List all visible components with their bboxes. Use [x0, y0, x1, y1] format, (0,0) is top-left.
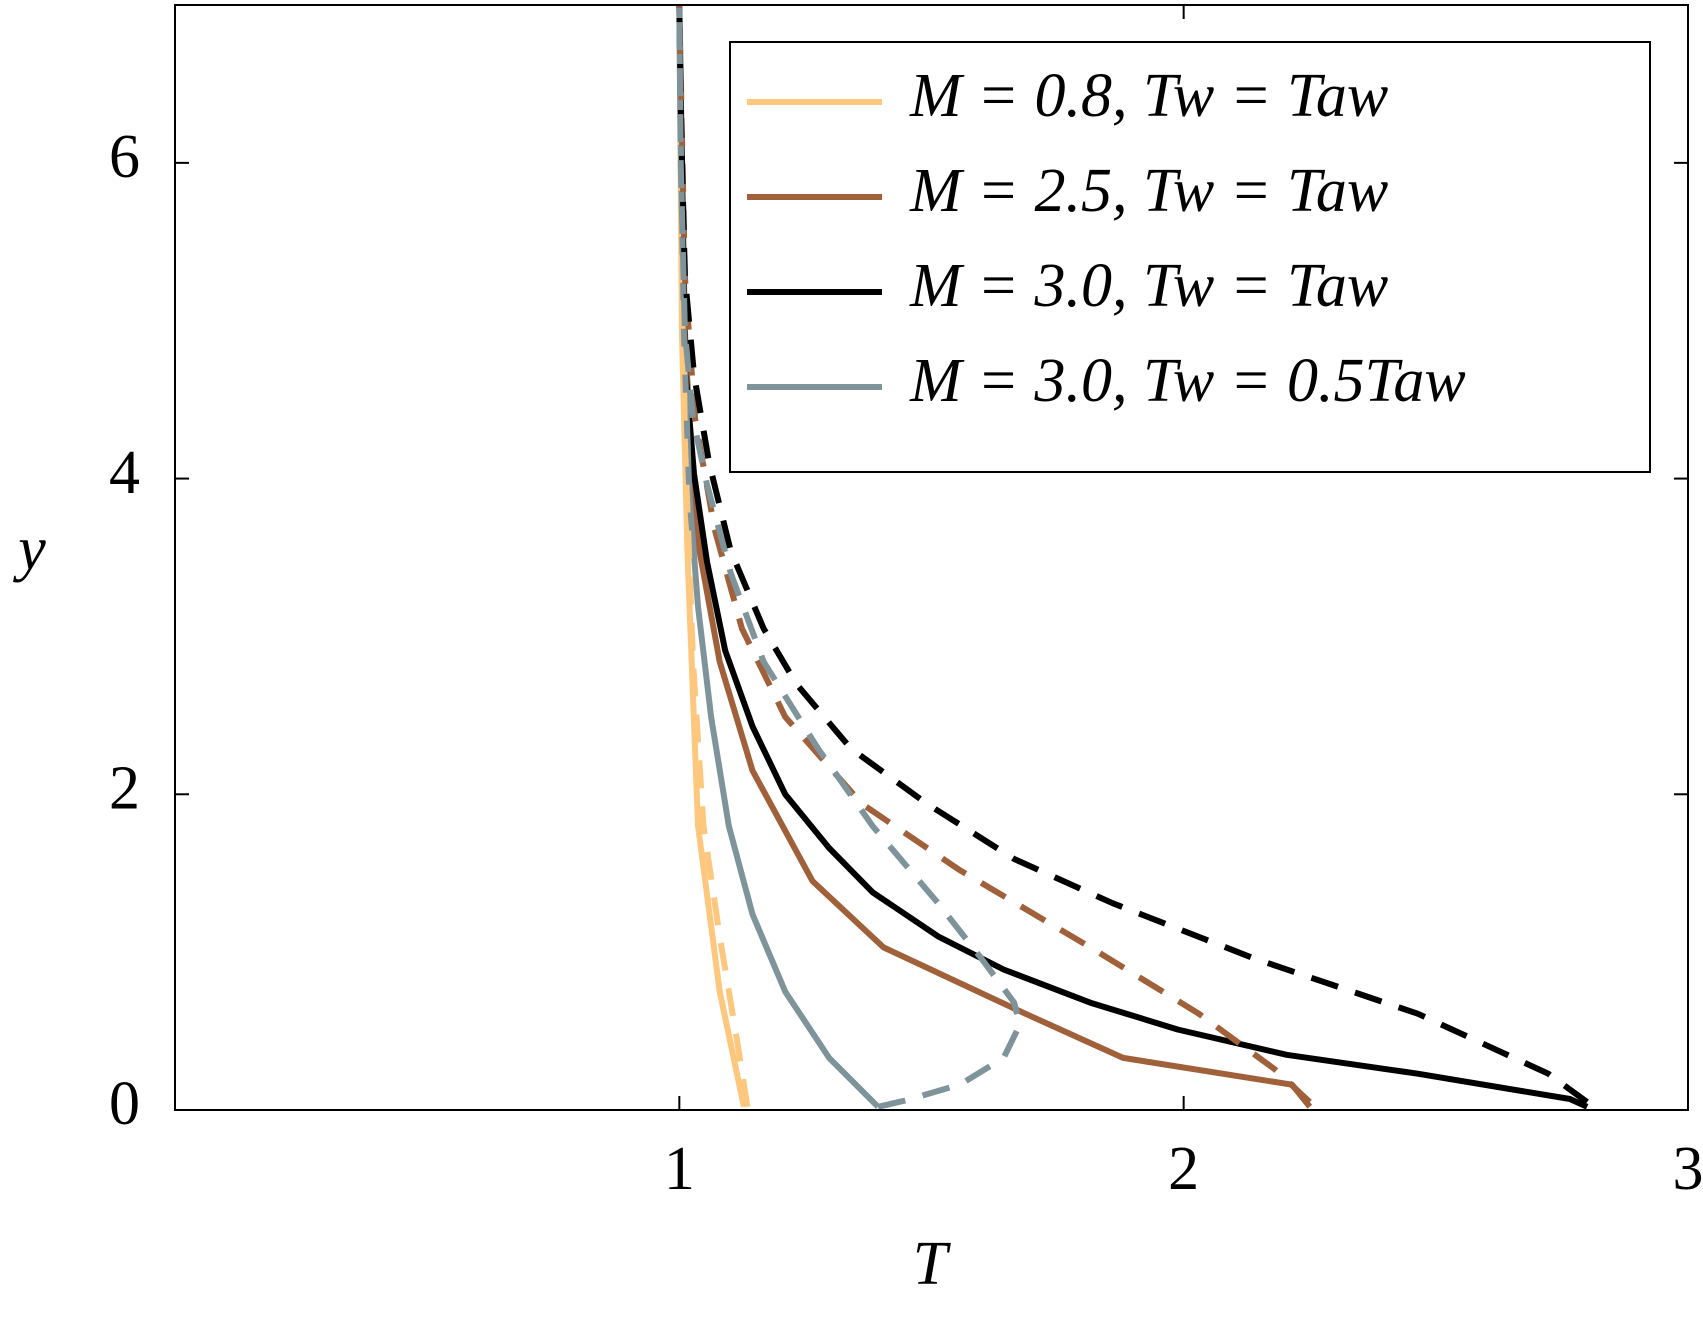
plot-frame: [174, 4, 1689, 1111]
x-tick-label: 1: [664, 1135, 695, 1203]
dashed-line: [676, 4, 1589, 1105]
legend-label: M = 0.8, Tw = Taw: [909, 62, 1388, 130]
legend-box: [729, 41, 1651, 473]
y-tick-label: 2: [109, 755, 140, 823]
x-axis-label: T: [913, 1230, 952, 1298]
x-tick-label: 3: [1673, 1135, 1703, 1203]
dashed-line: [676, 4, 1023, 1110]
legend: M = 0.8, Tw = Taw M = 2.5, Tw = Taw M = 3.…: [729, 41, 1651, 473]
x-tick-label: 2: [1168, 1135, 1199, 1203]
y-tick-label: 4: [109, 439, 140, 507]
y-axis-label: y: [12, 515, 46, 583]
dashed-line: [677, 131, 751, 1108]
legend-label: M = 3.0, Tw = 0.5Taw: [909, 347, 1466, 415]
y-tick-label: 0: [109, 1070, 140, 1138]
legend-label: M = 3.0, Tw = Taw: [909, 252, 1388, 320]
line: [676, 4, 1589, 1110]
legend-label: M = 2.5, Tw = Taw: [909, 157, 1388, 225]
y-tick-label: 6: [109, 123, 140, 191]
